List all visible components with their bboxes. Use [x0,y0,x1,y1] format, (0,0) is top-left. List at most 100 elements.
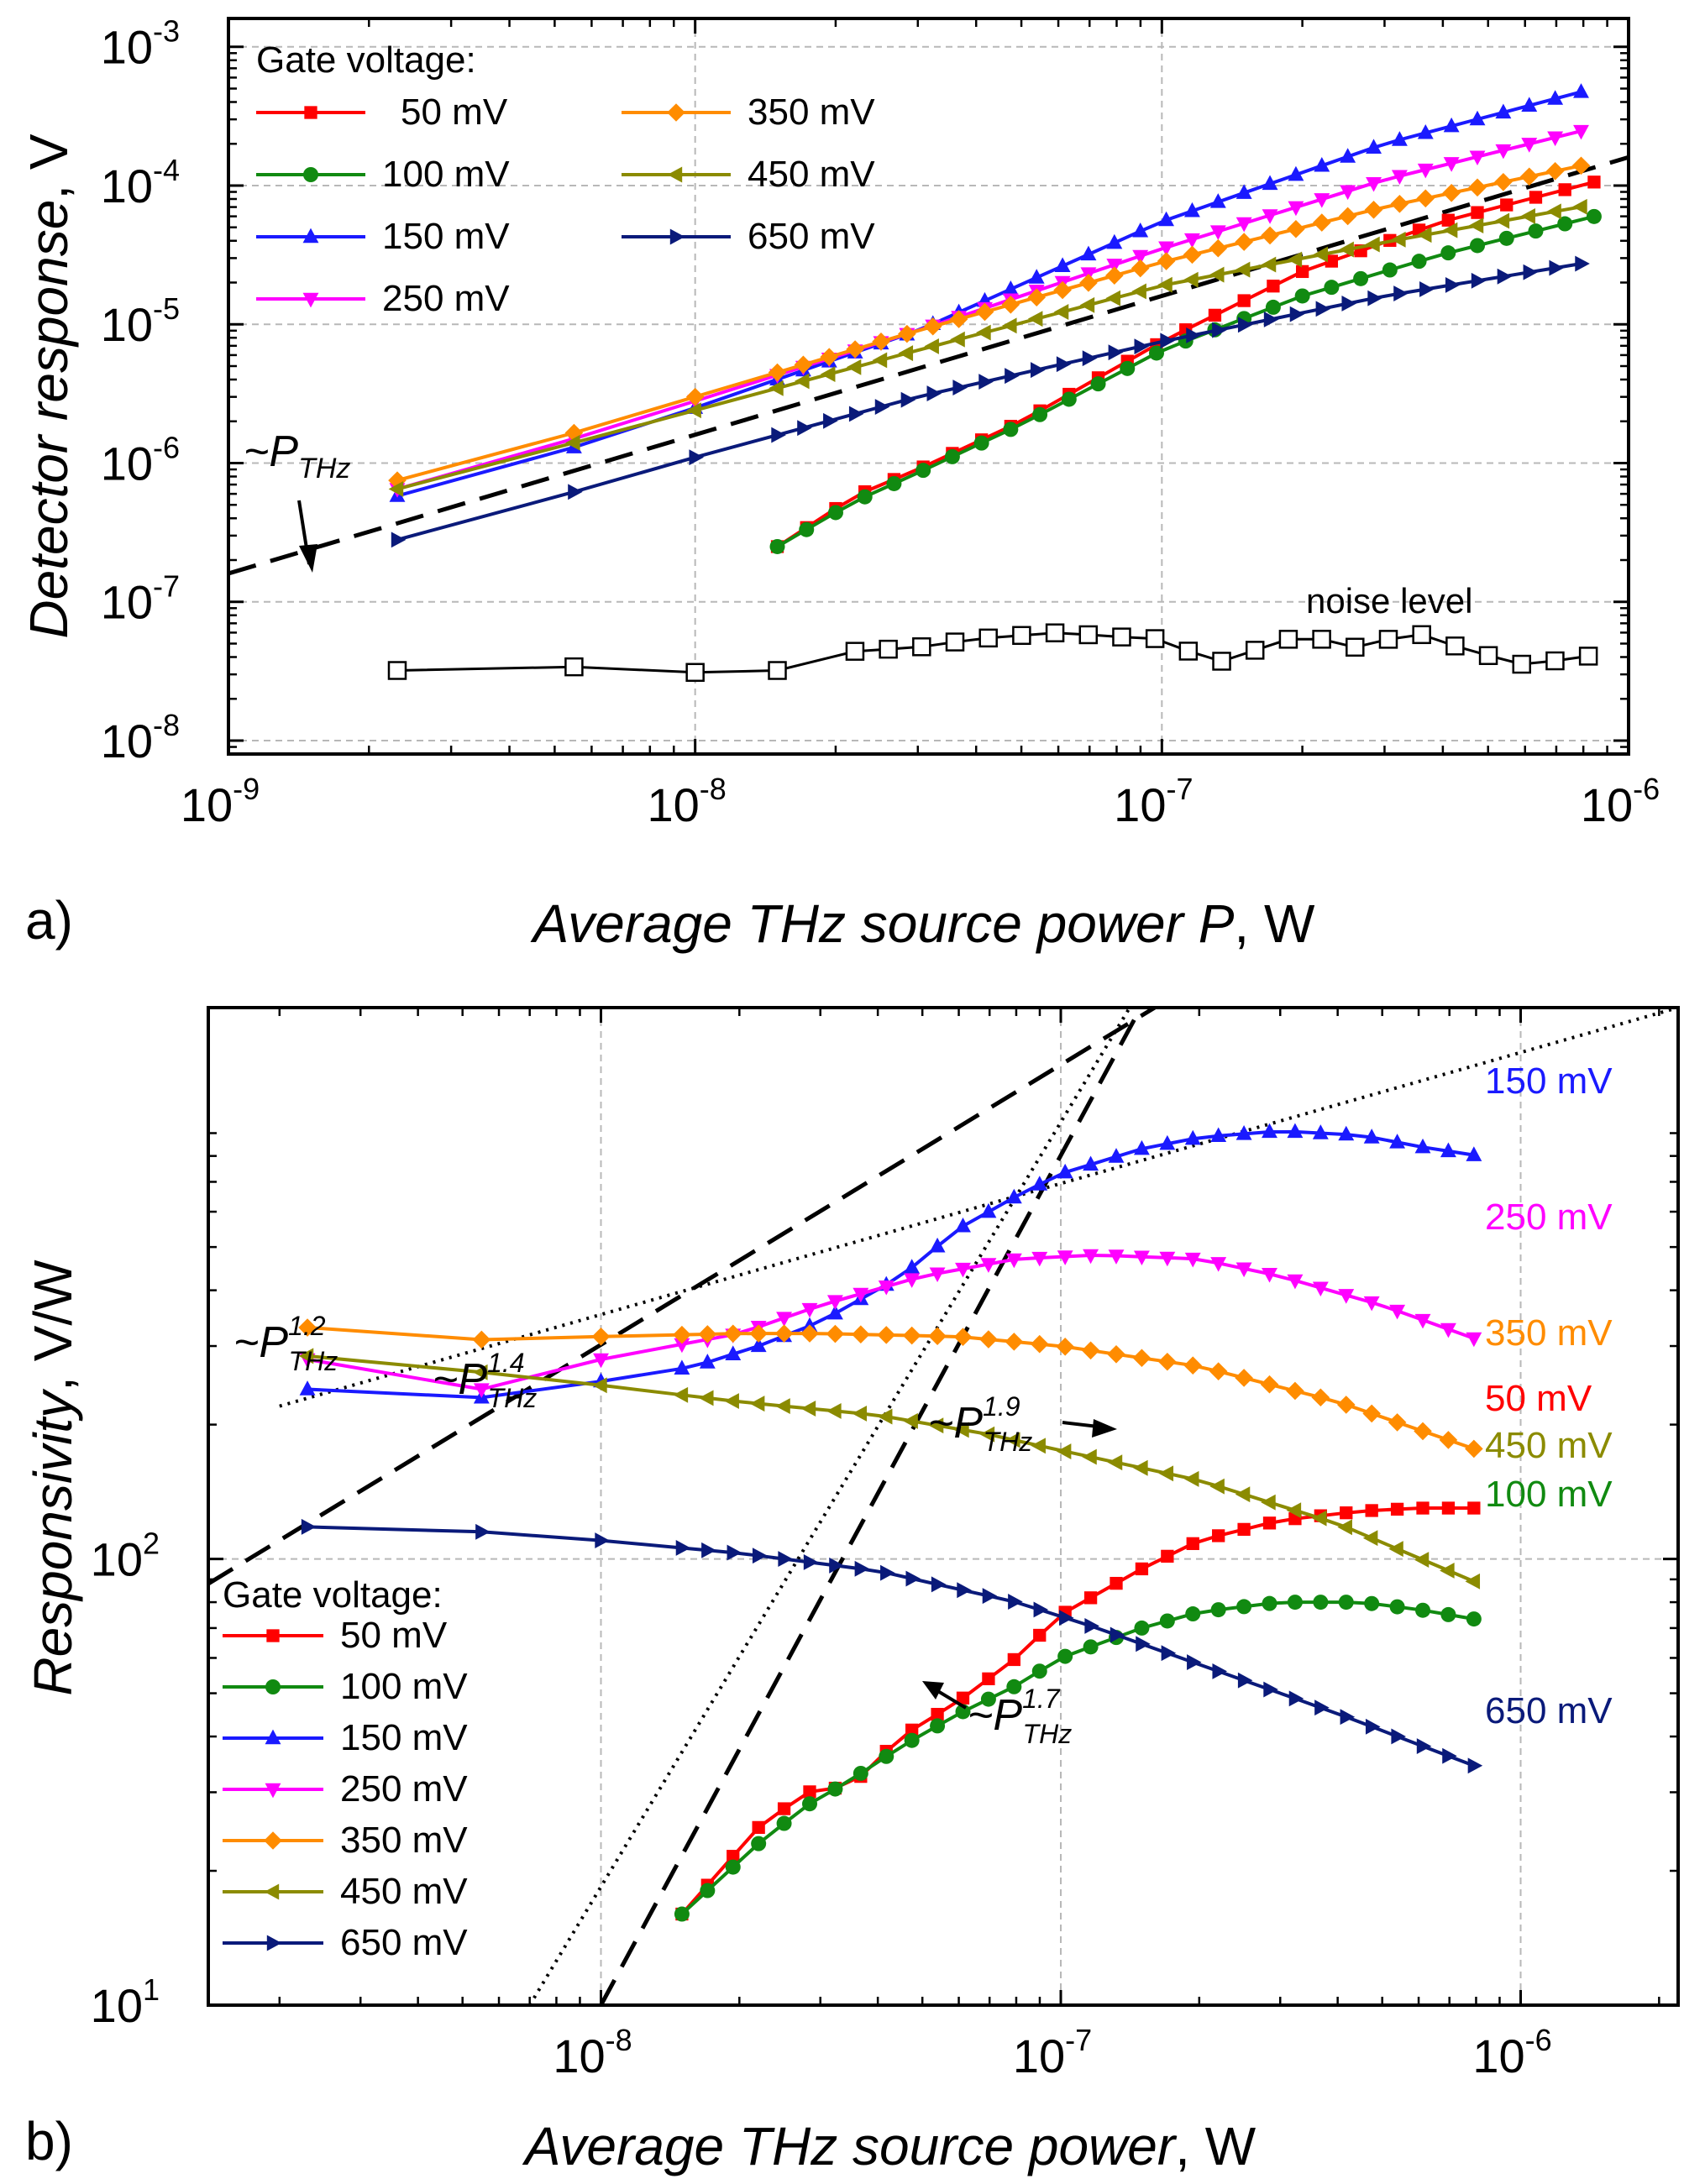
data-point-150-mv [1159,1134,1176,1150]
series-450-mv [388,198,1587,497]
data-point-350-mv [774,1324,794,1343]
data-point-350-mv [1260,1375,1279,1394]
panel-b-y-axis-title: Responsivity, V/W [23,1260,83,1696]
data-point-250-mv [801,1302,818,1318]
data-point-450-mv [846,359,862,375]
data-point-450-mv [1365,236,1380,253]
data-point-450-mv [1440,1562,1455,1579]
legend-swatch-marker [266,1935,282,1951]
data-point-50-mv [1007,1652,1020,1667]
data-point-350-mv [1468,178,1487,197]
data-point-350-mv [1158,1352,1177,1371]
data-point-250-mv [1262,209,1278,224]
data-point-350-mv [1005,1333,1024,1351]
data-point-150-mv [1209,193,1226,208]
data-point-450-mv [1209,1478,1225,1495]
data-point-650-mv [1471,272,1487,289]
data-point-50-mv [1529,191,1543,204]
data-point-650-mv [1467,1757,1483,1774]
data-point-noise [945,632,965,652]
data-point-450-mv [1157,276,1173,293]
data-point-100-mv [1148,345,1164,361]
data-point-150-mv [1521,97,1538,112]
data-point-650-mv [1186,327,1201,343]
panel-b-ref-label-p19: ~P1.9 THz [928,1391,1032,1457]
data-point-100-mv [1061,391,1077,407]
data-point-350-mv [1081,1341,1100,1360]
panel-b-ref-label-p12: ~P1.2 THz [233,1311,338,1376]
data-point-100-mv [1236,1599,1252,1615]
data-point-450-mv [1053,304,1069,320]
y-tick-label: 10-7 [101,569,180,629]
data-point-150-mv [674,1359,690,1375]
data-point-250-mv [826,1295,843,1310]
data-point-250-mv [1183,233,1200,249]
data-point-150-mv [1262,175,1278,191]
data-point-350-mv [1056,1337,1074,1356]
data-point-50-mv [1033,1628,1047,1642]
tick-base: 10 [101,437,153,490]
data-point-650-mv [778,1551,793,1568]
tick-exponent: -6 [1525,2023,1552,2057]
data-point-250-mv [1547,131,1564,147]
data-point-100-mv [827,505,843,521]
data-point-250-mv [1312,1281,1329,1297]
data-point-650-mv [1340,1709,1356,1726]
data-point-650-mv [1212,1663,1228,1679]
data-point-450-mv [1001,317,1017,334]
data-point-350-mv [1465,1439,1483,1459]
data-point-100-mv [1262,1595,1277,1611]
data-point-250-mv [1209,225,1226,240]
data-point-650-mv [1108,344,1124,361]
data-point-150-mv [1366,139,1382,154]
arrow-icon [922,1681,968,1710]
data-point-650-mv [1084,1617,1099,1634]
legend-item-150-mv: 150 mV [256,216,510,257]
data-point-450-mv [1339,241,1354,258]
data-point-650-mv [1237,1672,1253,1689]
legend-swatch-marker [264,1883,280,1900]
data-point-100-mv [801,1796,817,1812]
data-point-150-mv [1312,1124,1329,1139]
tick-base: 10 [101,576,153,629]
data-point-450-mv [1079,296,1095,313]
data-point-150-mv [1338,1125,1355,1141]
data-point-650-mv [1442,1747,1457,1764]
data-point-350-mv [877,1326,896,1344]
reference-line-p1-9 [599,1008,1144,2005]
data-point-350-mv [472,1330,491,1349]
data-point-250-mv [1417,163,1434,179]
data-point-450-mv [565,434,580,451]
tick-base: 10 [1581,778,1633,831]
data-point-250-mv [1235,217,1252,233]
data-point-250-mv [1314,193,1330,208]
legend-item-450-mv: 450 mV [223,1871,468,1912]
legend-label: 250 mV [340,1768,468,1810]
data-point-250-mv [593,1353,609,1369]
data-point-250-mv [955,1262,971,1278]
series-line-100-mv [776,214,1595,548]
tick-exponent: -7 [1166,772,1193,806]
y-tick-label: 10-5 [101,291,180,351]
tick-base: 10 [101,298,153,351]
series-line-100-mv [680,1600,1475,1915]
data-point-150-mv [1314,156,1330,172]
data-point-650-mv [978,374,994,390]
data-point-250-mv [1466,1332,1482,1348]
legend-item-350-mv: 350 mV [622,92,875,133]
data-point-noise [1245,641,1265,660]
data-point-350-mv [1209,238,1228,258]
data-point-450-mv [1313,246,1328,263]
tick-exponent: -3 [153,14,180,49]
end-label-150-mv: 150 mV [1485,1061,1613,1102]
data-point-650-mv [568,484,583,500]
data-point-650-mv [1056,356,1072,373]
data-point-100-mv [1364,1595,1380,1611]
legend-swatch-marker [304,106,317,119]
data-point-250-mv [1469,150,1486,166]
data-point-650-mv [1160,333,1175,349]
data-point-650-mv [1237,317,1253,333]
data-point-100-mv [751,1836,767,1851]
